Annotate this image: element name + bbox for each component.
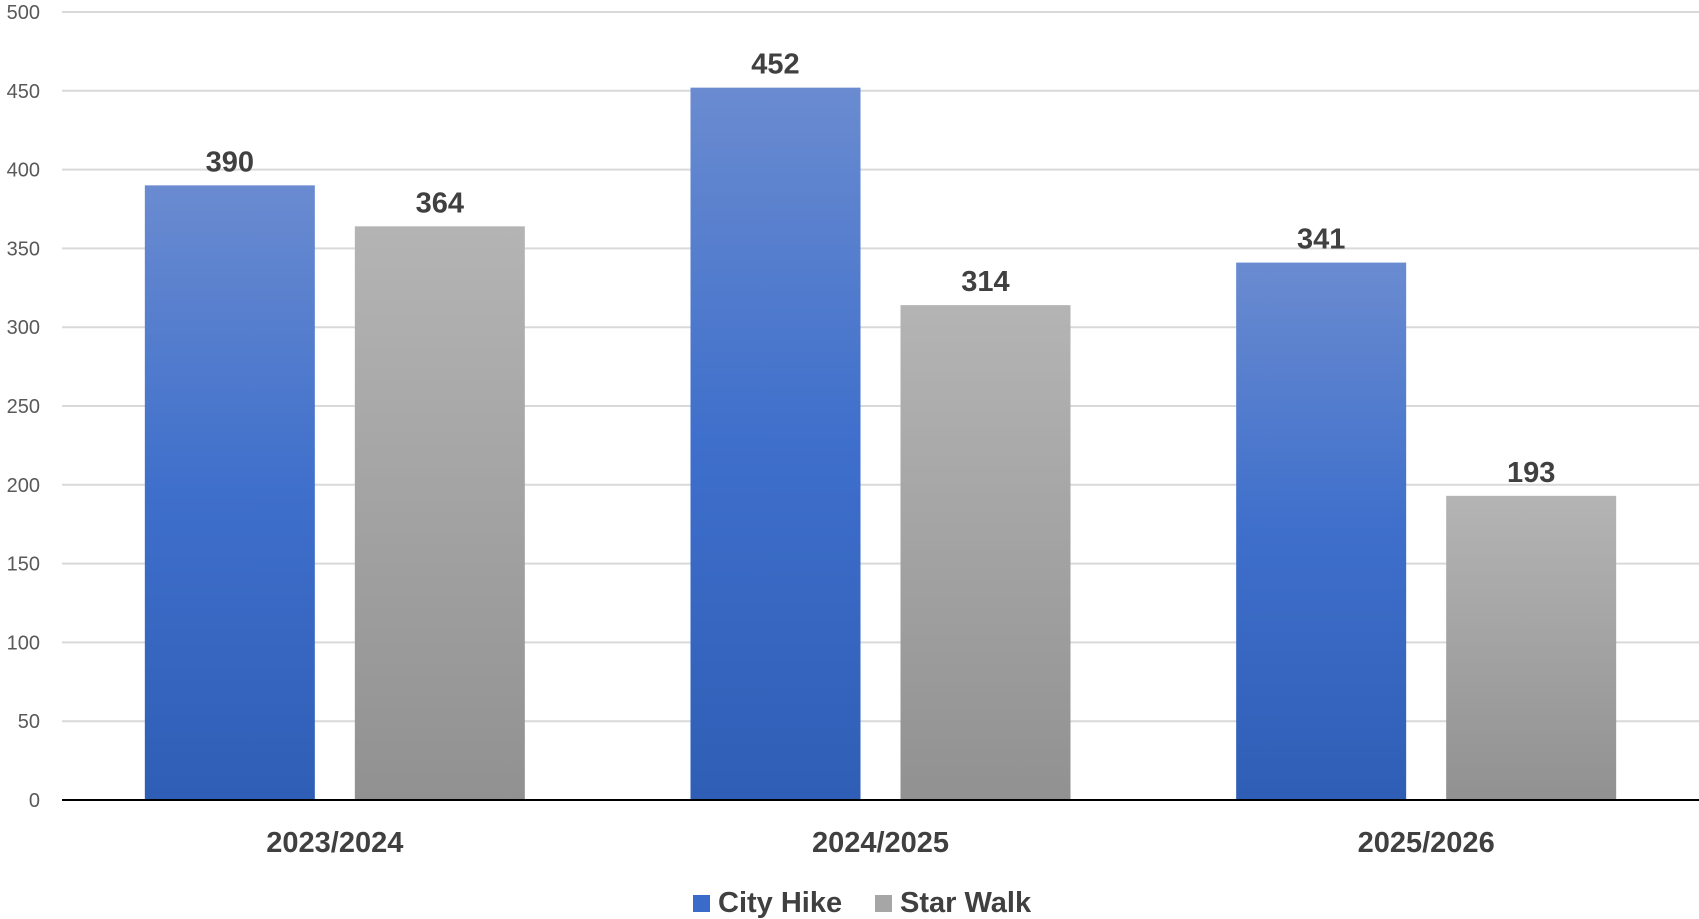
data-label: 193 [1507,457,1555,489]
legend-swatch [875,895,892,912]
y-tick-label: 150 [7,554,40,576]
x-tick-label: 2024/2025 [812,827,949,859]
legend-label: Star Walk [900,887,1032,919]
y-tick-label: 300 [7,317,40,339]
y-tick-label: 200 [7,475,40,497]
data-label: 452 [751,49,799,81]
bar-star-walk [900,305,1071,800]
data-label: 341 [1297,224,1345,256]
gridlines [62,11,1699,723]
bar-city-hike [144,185,315,801]
bar-city-hike [1236,262,1407,801]
y-tick-label: 0 [29,790,40,812]
y-tick-label: 50 [18,711,40,733]
bar-city-hike [690,87,861,800]
data-labels: 390 364 452 314 341 193 [206,49,1556,489]
y-axis: 0 50 100 150 200 250 300 350 400 450 500 [7,2,40,812]
bar-star-walk [354,226,525,800]
legend: City Hike Star Walk [693,887,1032,919]
y-tick-label: 350 [7,238,40,260]
x-tick-label: 2023/2024 [266,827,403,859]
data-label: 364 [416,187,464,219]
y-tick-label: 250 [7,396,40,418]
data-label: 390 [206,146,254,178]
bar-star-walk [1446,495,1617,800]
y-tick-label: 500 [7,2,40,24]
bars [144,87,1617,801]
x-axis: 2023/2024 2024/2025 2025/2026 [62,799,1699,859]
x-tick-label: 2025/2026 [1358,827,1495,859]
legend-label: City Hike [718,887,842,919]
y-tick-label: 100 [7,632,40,654]
legend-swatch [693,895,710,912]
y-tick-label: 450 [7,81,40,103]
y-tick-label: 400 [7,160,40,182]
data-label: 314 [961,266,1009,298]
